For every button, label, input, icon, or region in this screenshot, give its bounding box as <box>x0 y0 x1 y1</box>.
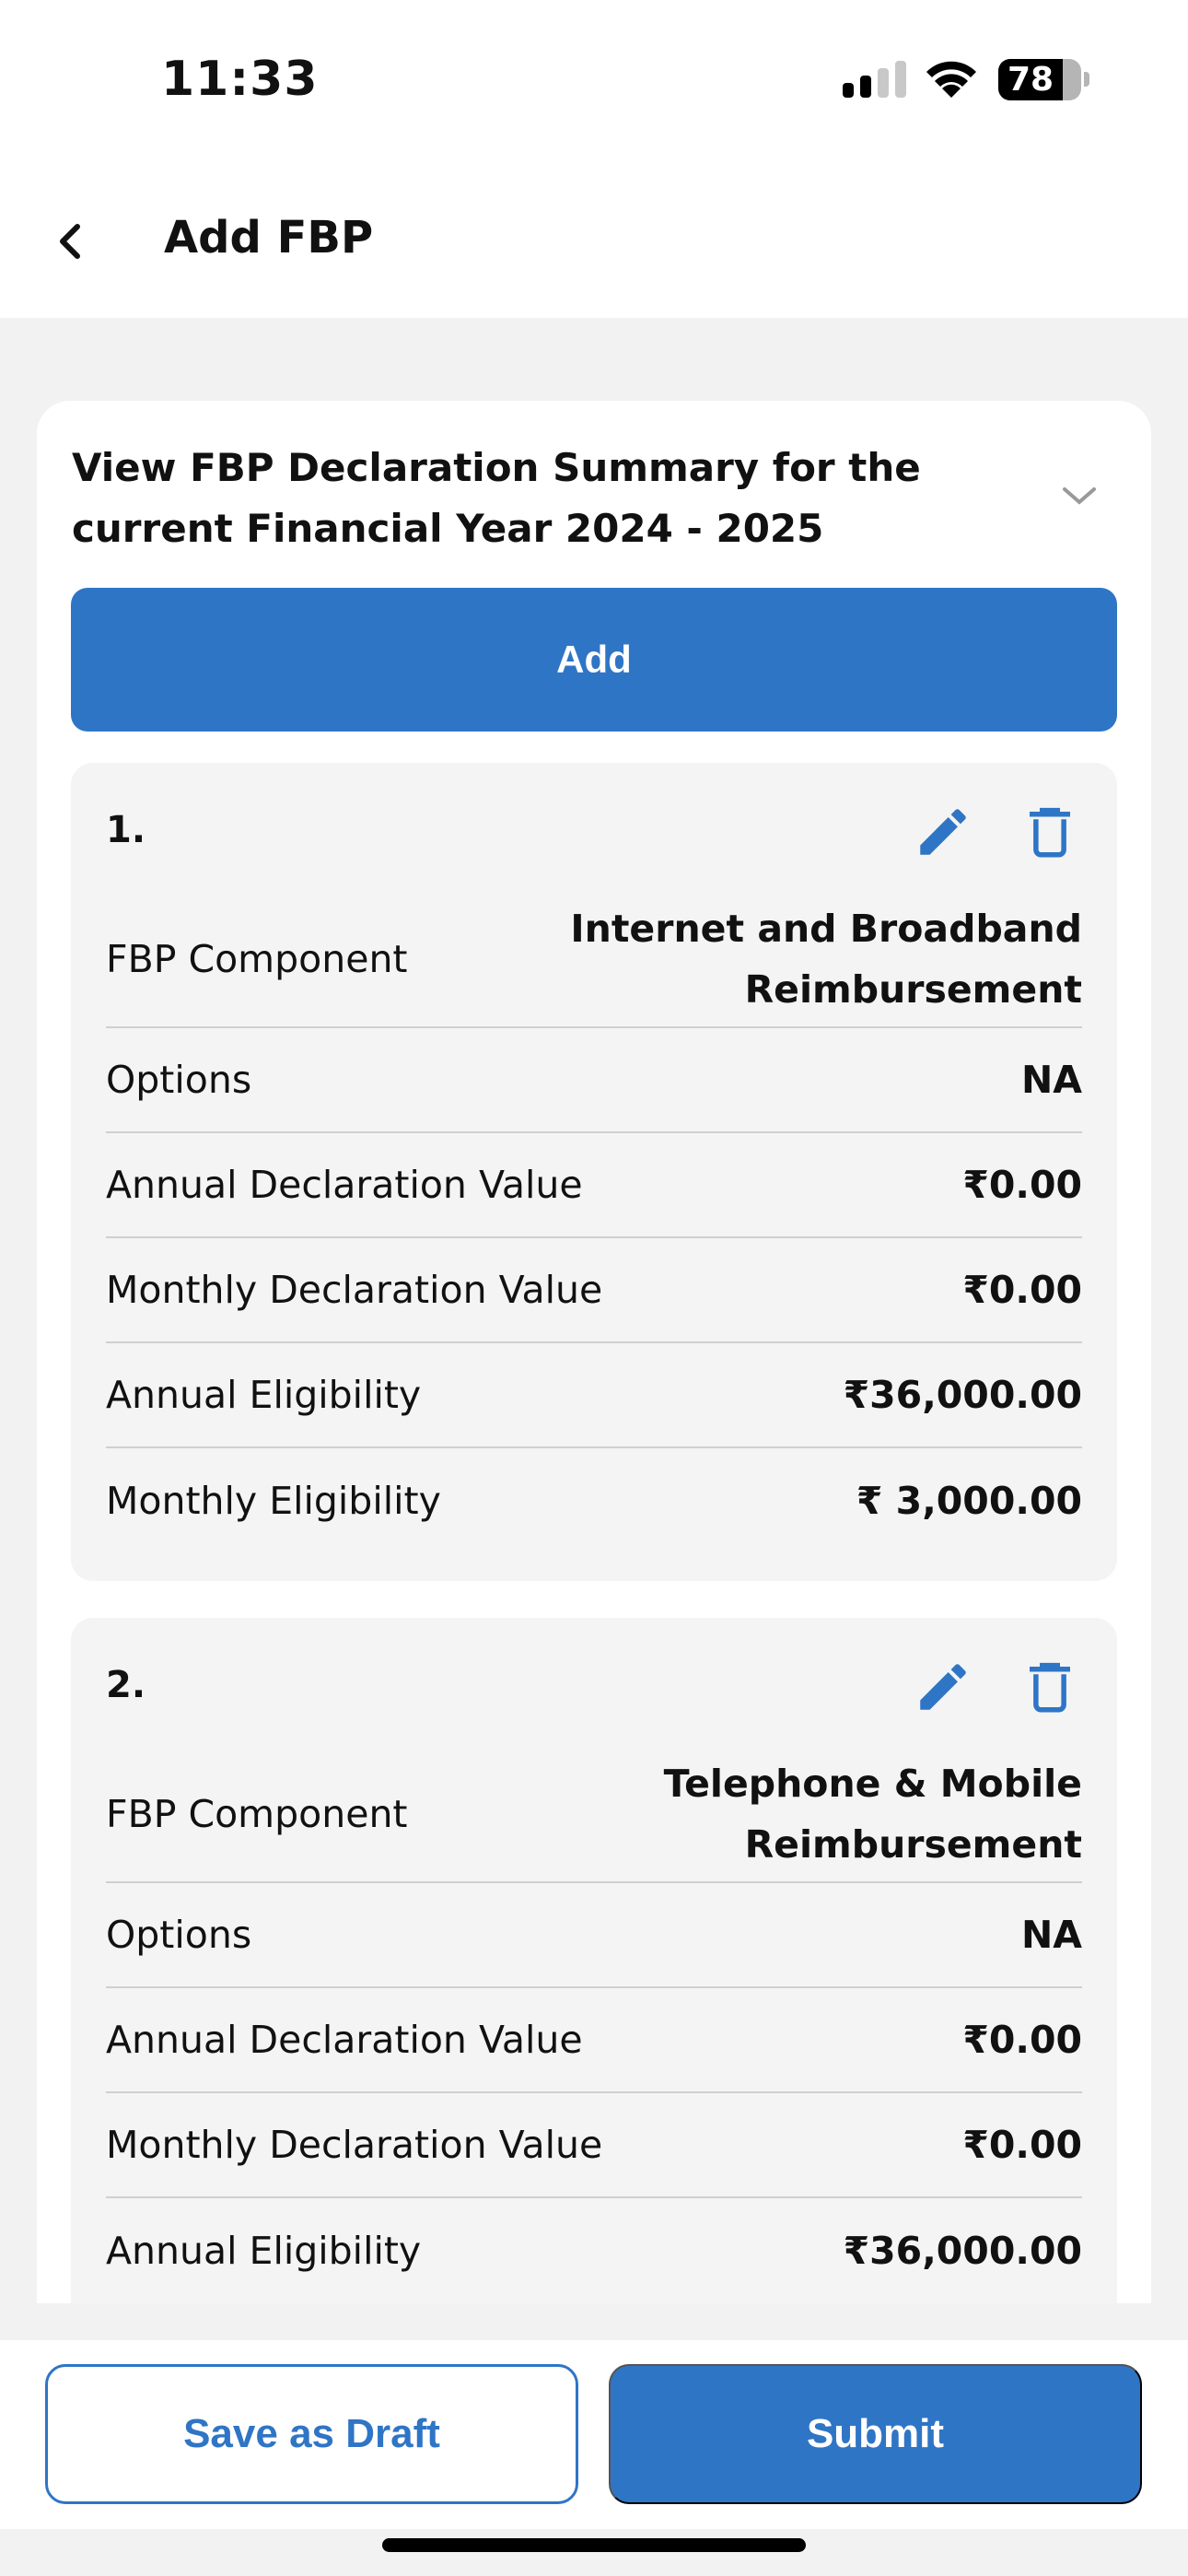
battery-level: 78 <box>1007 61 1054 99</box>
row-annual-eligibility: Annual Eligibility ₹36,000.00 <box>106 1343 1082 1448</box>
row-value: Telephone & Mobile Reimbursement <box>663 1762 1082 1867</box>
row-label: Monthly Eligibility <box>106 1479 441 1523</box>
row-annual-declaration: Annual Declaration Value ₹0.00 <box>106 1133 1082 1238</box>
row-monthly-declaration: Monthly Declaration Value ₹0.00 <box>106 2093 1082 2198</box>
edit-pencil-icon[interactable] <box>913 802 973 862</box>
fbp-item: 1. FBP Component Internet and Broadband R… <box>71 763 1117 1581</box>
row-value: ₹36,000.00 <box>843 1373 1082 1417</box>
row-monthly-eligibility: Monthly Eligibility ₹ 3,000.00 <box>106 1448 1082 1553</box>
submit-button[interactable]: Submit <box>609 2364 1142 2504</box>
row-options: Options NA <box>106 1883 1082 1988</box>
chevron-down-icon[interactable] <box>1059 484 1100 509</box>
battery-icon: 78 <box>998 59 1081 100</box>
row-annual-eligibility: Annual Eligibility ₹36,000.00 <box>106 2198 1082 2303</box>
row-label: Annual Declaration Value <box>106 1163 583 1207</box>
row-options: Options NA <box>106 1028 1082 1133</box>
wifi-icon <box>926 61 976 98</box>
row-label: Annual Eligibility <box>106 2229 422 2273</box>
content-scroll[interactable]: View FBP Declaration Summary for the cur… <box>0 318 1188 2303</box>
row-monthly-declaration: Monthly Declaration Value ₹0.00 <box>106 1238 1082 1343</box>
row-value: ₹0.00 <box>962 1268 1082 1312</box>
item-number: 2. <box>106 1664 146 1706</box>
row-value: ₹0.00 <box>962 2123 1082 2167</box>
home-indicator[interactable] <box>382 2538 806 2552</box>
row-value: ₹0.00 <box>962 2018 1082 2062</box>
row-label: Options <box>106 1058 252 1102</box>
fbp-item: 2. FBP Component Telephone & Mobile Reimb… <box>71 1618 1117 2303</box>
item-number: 1. <box>106 809 146 851</box>
row-label: Monthly Declaration Value <box>106 2123 603 2167</box>
row-value: NA <box>1020 1913 1082 1957</box>
delete-trash-icon[interactable] <box>1019 1657 1080 1717</box>
edit-pencil-icon[interactable] <box>913 1657 973 1717</box>
delete-trash-icon[interactable] <box>1019 802 1080 862</box>
summary-title[interactable]: View FBP Declaration Summary for the cur… <box>72 445 921 551</box>
save-draft-button[interactable]: Save as Draft <box>45 2364 578 2504</box>
row-label: Options <box>106 1913 252 1957</box>
row-label: FBP Component <box>106 937 408 981</box>
footer-actions: Save as Draft Submit <box>0 2340 1188 2529</box>
row-label: Monthly Declaration Value <box>106 1268 603 1312</box>
summary-card: View FBP Declaration Summary for the cur… <box>37 401 1151 2303</box>
status-time: 11:33 <box>161 52 319 107</box>
page-title: Add FBP <box>164 212 374 263</box>
row-value: ₹36,000.00 <box>843 2229 1082 2273</box>
add-button[interactable]: Add <box>71 588 1117 732</box>
row-value: NA <box>1020 1058 1082 1102</box>
back-chevron-icon[interactable] <box>44 214 99 269</box>
row-fbp-component: FBP Component Telephone & Mobile Reimburs… <box>106 1747 1082 1883</box>
row-label: FBP Component <box>106 1792 408 1836</box>
signal-icon <box>843 61 906 98</box>
top-bar: 11:33 78 Add FBP <box>0 0 1188 318</box>
row-label: Annual Declaration Value <box>106 2018 583 2062</box>
row-annual-declaration: Annual Declaration Value ₹0.00 <box>106 1988 1082 2093</box>
row-fbp-component: FBP Component Internet and Broadband Reim… <box>106 892 1082 1028</box>
row-value: Internet and Broadband Reimbursement <box>570 907 1082 1012</box>
row-value: ₹ 3,000.00 <box>856 1479 1082 1523</box>
row-value: ₹0.00 <box>962 1163 1082 1207</box>
row-label: Annual Eligibility <box>106 1373 422 1417</box>
